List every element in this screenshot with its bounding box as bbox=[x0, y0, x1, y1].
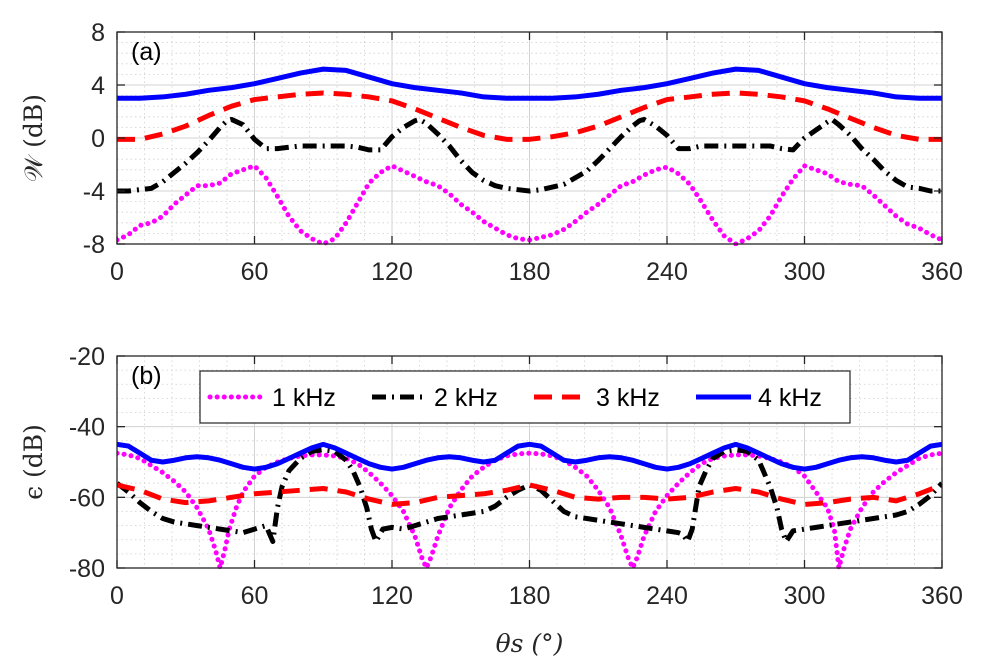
series-line-2-khz bbox=[117, 116, 942, 194]
series-line-4-khz bbox=[117, 66, 942, 101]
panel-label: (a) bbox=[131, 38, 162, 66]
x-tick-label: 240 bbox=[646, 582, 688, 610]
series-line-1-khz bbox=[117, 450, 942, 570]
series-group bbox=[117, 441, 942, 570]
x-tick-label: 300 bbox=[784, 258, 826, 286]
y-tick-label: -20 bbox=[69, 343, 105, 371]
panel-a: 0 60 120 180 240 300 360 -8 -4 0 4 8 𝒲 (dB) (a) bbox=[19, 19, 963, 286]
series-line-3-khz bbox=[117, 482, 942, 507]
x-tick-label: 300 bbox=[784, 582, 826, 610]
y-axis-label: 𝒲 (dB) bbox=[19, 94, 48, 182]
y-axis-label: ϵ (dB) bbox=[19, 424, 48, 500]
panel-b: 0 60 120 180 240 300 360 -80 -60 -40 -20 ϵ (dB) (b) θ… bbox=[19, 343, 963, 658]
legend-label: 1 kHz bbox=[272, 384, 336, 412]
y-tick-label: -80 bbox=[69, 555, 105, 583]
legend: 1 kHz 2 kHz 3 kHz 4 kHz bbox=[199, 370, 851, 424]
x-tick-label: 360 bbox=[921, 582, 963, 610]
x-tick-label: 0 bbox=[110, 258, 124, 286]
y-tick-label: 4 bbox=[91, 72, 105, 100]
x-tick-label: 60 bbox=[241, 582, 269, 610]
x-tick-label: 360 bbox=[921, 258, 963, 286]
x-tick-label: 0 bbox=[110, 582, 124, 610]
series-line-3-khz bbox=[117, 90, 942, 142]
y-tick-label: 8 bbox=[91, 19, 105, 47]
legend-label: 4 kHz bbox=[758, 384, 822, 412]
legend-label: 3 kHz bbox=[596, 384, 660, 412]
y-tick-label: -60 bbox=[69, 484, 105, 512]
y-tick-label: -4 bbox=[83, 178, 105, 206]
tick-marks bbox=[116, 31, 943, 245]
series-line-2-khz bbox=[117, 447, 942, 544]
x-tick-label: 120 bbox=[371, 258, 413, 286]
panel-label: (b) bbox=[131, 362, 162, 390]
y-tick-label: 0 bbox=[91, 125, 105, 153]
x-tick-label: 120 bbox=[371, 582, 413, 610]
y-tick-label: -40 bbox=[69, 414, 105, 442]
series-line-4-khz bbox=[117, 441, 942, 472]
x-tick-label: 180 bbox=[509, 582, 551, 610]
x-tick-label: 60 bbox=[241, 258, 269, 286]
tick-marks bbox=[116, 355, 943, 569]
legend-label: 2 kHz bbox=[434, 384, 498, 412]
x-axis-label: θs (°) bbox=[496, 629, 564, 658]
x-tick-label: 180 bbox=[509, 258, 551, 286]
x-tick-label: 240 bbox=[646, 258, 688, 286]
y-tick-label: -8 bbox=[83, 231, 105, 259]
